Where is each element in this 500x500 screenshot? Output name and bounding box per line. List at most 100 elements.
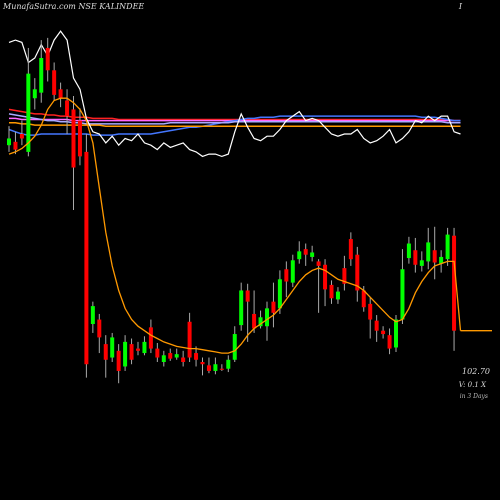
candle-body [452,235,457,331]
candle-body [258,317,263,327]
candle [155,343,160,362]
candle-body [432,250,437,263]
candle-body [361,290,366,308]
price-overlay-line [8,30,461,158]
candle-body [348,239,353,260]
candle-body [239,290,244,326]
candle [181,350,186,367]
candle-body [103,344,108,360]
candle [452,227,457,351]
candle [71,96,76,210]
candle-body [200,362,205,365]
candle-body [381,330,386,335]
candle [45,37,50,82]
candle-body [71,109,76,168]
candle [271,282,276,328]
candle-body [419,260,424,266]
candle [103,335,108,378]
candle-body [19,134,24,139]
candle [348,232,353,266]
corner-label: I [458,2,462,11]
candle-body [400,269,405,320]
candle-body [155,348,160,358]
candle [329,280,334,304]
candle [32,78,37,110]
candle [355,246,360,302]
ma-band-2 [8,115,461,136]
candle [290,254,295,288]
candle [19,120,24,146]
candle [136,341,140,356]
candle [226,355,231,373]
candle-body [168,353,173,359]
candle-body [329,284,334,299]
candle-body [290,260,295,283]
candle-body [226,359,231,369]
candle-body [77,120,82,157]
candle-body [161,355,166,362]
candle-body [136,348,140,351]
candle-body [342,268,347,284]
candle [142,336,147,356]
candle-body [32,89,37,99]
candle-body [181,357,186,362]
candle-body [116,350,121,371]
candle [161,350,166,367]
candle-body [65,100,70,117]
candle-body [297,251,302,260]
candle [413,237,418,273]
candle [110,332,115,362]
candle [406,236,411,264]
candle [174,348,179,360]
candle [310,245,315,262]
candle [194,346,199,367]
candle-body [335,291,340,300]
candle-body [52,70,57,95]
candle-body [445,234,450,260]
candles [7,37,457,384]
candle-body [265,308,269,327]
candle-body [394,319,398,348]
candle [252,290,257,333]
candle [335,287,340,304]
candle-body [316,261,321,266]
candle [148,319,153,354]
candle [374,315,379,342]
candle-body [219,368,224,370]
candle [168,348,173,361]
ma-band-4 [9,122,461,127]
candle [116,344,121,384]
candle [400,249,405,324]
candle [419,251,424,272]
candle [187,312,192,362]
candle-body [39,58,44,93]
candle-body [7,138,11,146]
candle [426,227,431,270]
candle [232,326,237,362]
volume-label: V: 0.1 X [458,381,486,389]
candle-body [374,320,379,331]
candle-body [84,151,89,365]
candle [200,357,205,376]
chart-title: MunafaSutra.com NSE KALINDEE [3,2,145,11]
candle [284,261,289,298]
candle [97,313,102,354]
candle [13,131,18,155]
candle-body [90,306,95,324]
candle-body [368,303,373,320]
candle-body [413,250,418,265]
candle [239,282,244,331]
moving-average-line [8,97,492,354]
candle [342,255,347,291]
candle-body [310,252,315,257]
candle [65,89,70,134]
candle [26,47,31,157]
candle-body [148,327,153,349]
candle [265,301,269,341]
candle-body [187,321,192,358]
ma-band-3 [8,113,461,125]
last-price-label: 102.70 [462,367,490,376]
candle-body [252,313,257,329]
